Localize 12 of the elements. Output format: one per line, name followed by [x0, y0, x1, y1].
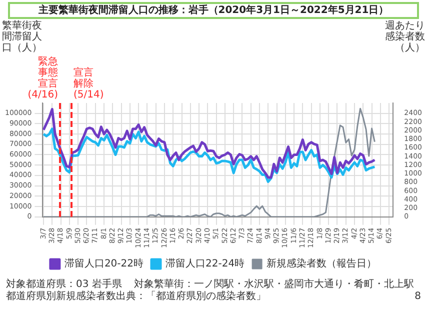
text: 8	[414, 291, 421, 303]
legend-label: 新規感染者数（報告日）	[266, 258, 377, 270]
y-axis-title: 繁華街夜間滞留人口（人）	[2, 20, 42, 54]
chart-title: 主要繁華街夜間滞留人口の推移：岩手（2020年3月1日～2022年5月21日）	[8, 2, 419, 19]
ref-line-label: 緊急事態宣言(4/16)	[28, 56, 58, 101]
y2-axis-title: 週あたり感染者数（人）	[385, 20, 425, 54]
legend-label: 滞留人口20-22時	[64, 258, 144, 270]
legend-label: 滞留人口22-24時	[166, 258, 245, 270]
text: 対象繁華街：一ノ関駅・水沢駅・盛岡市大通り・肴町・北上駅	[134, 279, 414, 290]
text: 対象都道府県：03 岩手県	[6, 279, 122, 290]
text: 都道府県別新規感染者数出典：「都道府県別の感染者数」	[6, 291, 266, 303]
ref-line-label: 宣言解除(5/14)	[74, 66, 104, 101]
